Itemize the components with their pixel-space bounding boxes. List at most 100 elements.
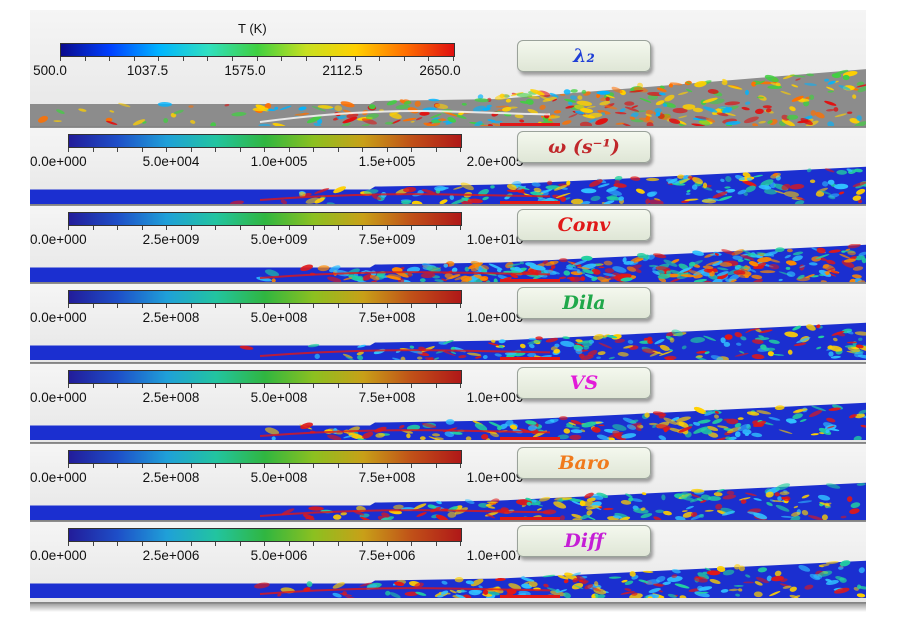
flow-structure: [752, 339, 764, 344]
flow-structure: [671, 574, 678, 578]
flow-structure: [591, 268, 601, 275]
flow-structure: [685, 88, 693, 93]
flow-structure: [341, 122, 351, 126]
tick-mark: [386, 542, 388, 546]
flow-structure: [714, 253, 719, 256]
flow-structure: [439, 199, 448, 204]
flow-structure: [780, 515, 794, 518]
flow-structure: [663, 417, 678, 425]
flow-structure: [630, 112, 639, 118]
flow-structure: [563, 579, 569, 584]
flow-structure: [753, 420, 767, 428]
tick-mark: [141, 148, 143, 152]
tick-mark: [166, 304, 167, 308]
flow-structure: [559, 258, 568, 263]
flow-structure: [829, 428, 840, 432]
flow-structure: [464, 499, 475, 504]
flow-structure: [447, 511, 457, 518]
flow-structure: [758, 335, 765, 338]
flow-structure: [626, 424, 637, 430]
flow-structure: [603, 200, 615, 204]
flow-structure: [564, 98, 577, 103]
flow-structure: [701, 494, 712, 501]
flow-structure: [768, 264, 780, 270]
flow-structure: [326, 202, 335, 204]
tick-mark: [215, 226, 216, 230]
flow-structure: [361, 123, 371, 126]
tick-mark: [403, 57, 405, 61]
flow-structure: [737, 274, 749, 278]
tick-mark: [166, 226, 167, 230]
flow-structure: [753, 497, 762, 501]
flow-structure: [596, 90, 611, 95]
flow-structure: [725, 176, 732, 182]
flow-structure: [571, 572, 582, 577]
flow-structure: [493, 278, 498, 282]
flow-structure: [531, 182, 541, 187]
flow-structure: [850, 502, 861, 508]
flow-structure: [371, 280, 378, 282]
flow-structure: [717, 425, 729, 429]
shear-layer: [259, 193, 551, 201]
flow-structure: [490, 185, 495, 189]
flow-structure: [809, 409, 823, 418]
flow-structure: [856, 593, 866, 598]
flow-structure: [801, 509, 809, 516]
flow-structure: [735, 593, 740, 597]
flow-structure: [527, 352, 537, 358]
tick-mark: [281, 57, 283, 61]
flow-structure: [799, 418, 807, 423]
tick-mark: [166, 464, 167, 468]
flow-structure: [487, 342, 500, 346]
flow-structure: [306, 115, 322, 124]
cavity-step: [500, 279, 560, 282]
contour-field-image: [30, 69, 866, 126]
flow-structure: [357, 280, 369, 282]
flow-structure: [566, 277, 574, 279]
flow-structure: [455, 594, 467, 598]
flow-structure: [797, 274, 805, 280]
flow-structure: [839, 560, 851, 567]
colorbar-tick-label: 2.5e+009: [142, 232, 200, 247]
flow-structure: [856, 115, 862, 121]
flow-structure: [801, 494, 810, 499]
flow-structure: [279, 105, 292, 111]
flow-structure: [188, 105, 194, 108]
flow-structure: [740, 336, 747, 341]
tick-mark: [117, 226, 118, 230]
tick-mark: [264, 304, 265, 308]
flow-structure: [815, 191, 825, 197]
flow-structure: [300, 422, 313, 430]
flow-structure: [792, 325, 802, 331]
flow-structure: [827, 121, 835, 126]
flow-structure: [826, 86, 835, 91]
flow-structure: [573, 584, 584, 590]
flow-structure: [539, 95, 551, 102]
flow-structure: [563, 592, 571, 598]
flow-structure: [53, 120, 62, 123]
flow-structure: [578, 353, 585, 359]
flow-structure: [834, 587, 850, 594]
flow-structure: [671, 568, 681, 574]
flow-structure: [528, 424, 537, 431]
flow-structure: [830, 355, 841, 359]
flow-structure: [680, 495, 695, 502]
flow-structure: [406, 433, 411, 439]
panel-vortex-stretching: 0.0e+000 2.5e+008 5.0e+008 7.5e+008 1.0e+009…: [30, 364, 866, 444]
flow-structure: [340, 512, 347, 516]
flow-structure: [487, 119, 496, 122]
flow-structure: [856, 188, 866, 195]
flow-structure: [753, 174, 764, 178]
flow-structure: [546, 587, 561, 593]
flow-structure: [765, 491, 774, 498]
flow-structure: [768, 253, 775, 257]
flow-structure: [498, 344, 504, 349]
flow-structure: [591, 587, 601, 592]
colorbar-tick-label: 0.0e+000: [30, 390, 87, 405]
flow-structure: [570, 420, 582, 425]
flow-structure: [597, 109, 611, 115]
flow-structure: [596, 492, 609, 498]
flow-structure: [704, 509, 714, 512]
flow-structure: [758, 184, 772, 190]
flow-structure: [670, 278, 681, 282]
